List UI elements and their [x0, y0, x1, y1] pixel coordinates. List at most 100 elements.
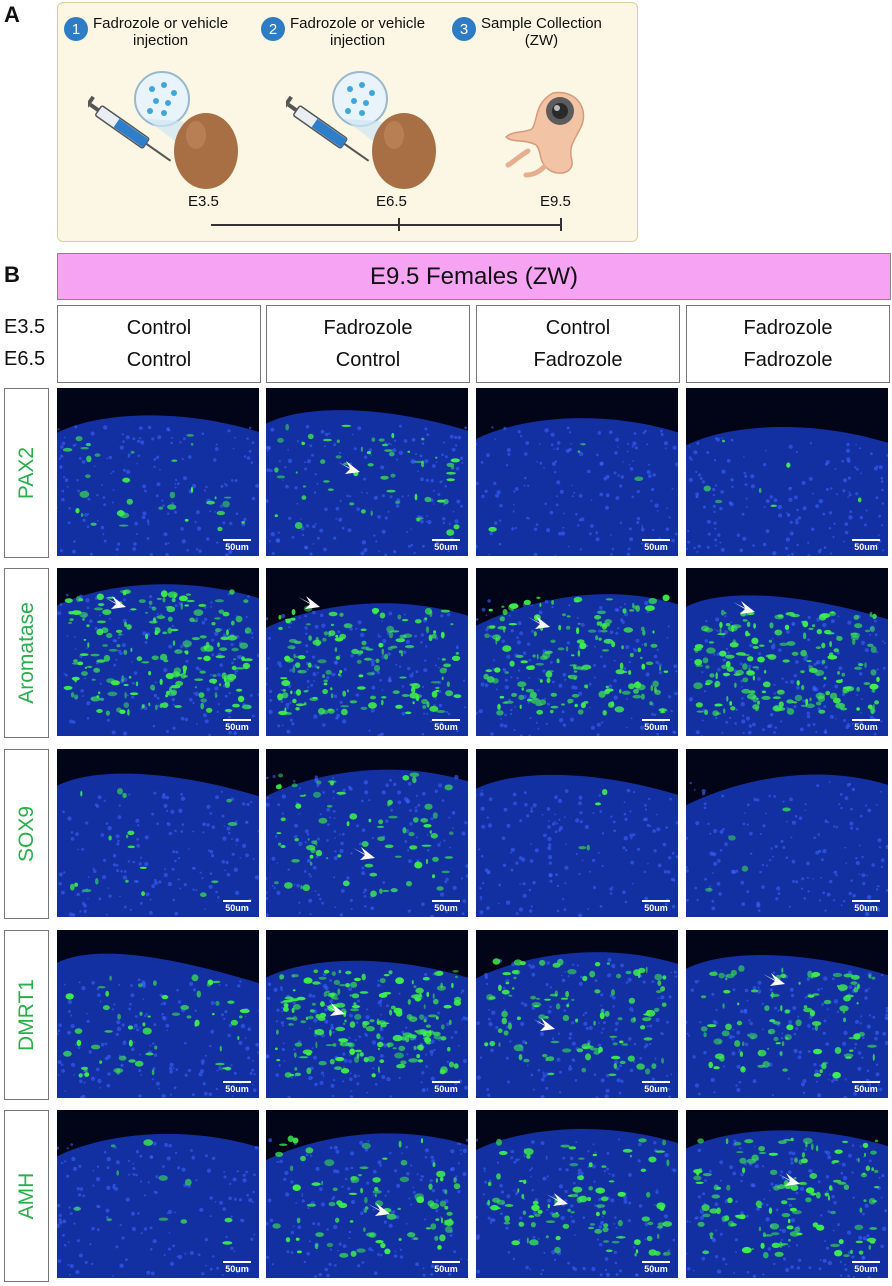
signal-dot [308, 635, 312, 641]
nucleus-dot [115, 1245, 119, 1249]
nucleus-dot [349, 1077, 353, 1081]
nucleus-dot [806, 977, 811, 981]
nucleus-dot [449, 1234, 453, 1238]
nucleus-dot [829, 511, 833, 515]
micrograph-panel: 50um [686, 1110, 888, 1278]
signal-dot [736, 1020, 743, 1026]
nucleus-dot [140, 1232, 143, 1235]
nucleus-dot [457, 1190, 461, 1194]
signal-dot [81, 1066, 89, 1070]
signal-dot [409, 683, 418, 687]
nucleus-dot [623, 603, 626, 605]
signal-dot [764, 1005, 770, 1011]
nucleus-dot [439, 480, 443, 484]
nucleus-dot [613, 1250, 618, 1255]
nucleus-dot [846, 723, 851, 728]
signal-dot [703, 1032, 707, 1038]
nucleus-dot [488, 1008, 491, 1011]
signal-dot [328, 611, 338, 617]
signal-dot [346, 689, 350, 693]
nucleus-dot [610, 553, 613, 556]
signal-dot [755, 706, 759, 712]
nucleus-dot [533, 552, 538, 556]
nucleus-dot [749, 1021, 753, 1026]
signal-dot [96, 620, 107, 624]
nucleus-dot [419, 454, 423, 458]
nucleus-dot [407, 494, 410, 497]
signal-dot [605, 688, 614, 692]
nucleus-dot [162, 1016, 165, 1019]
signal-dot [200, 892, 207, 897]
signal-dot [608, 701, 615, 708]
signal-dot [113, 1068, 124, 1073]
nucleus-dot [803, 897, 806, 900]
signal-dot [283, 1003, 289, 1008]
signal-dot [354, 1056, 360, 1063]
nucleus-dot [785, 629, 790, 634]
nucleus-dot [68, 1010, 71, 1013]
nucleus-dot [146, 537, 150, 540]
signal-dot [430, 681, 440, 684]
nucleus-dot [609, 630, 614, 634]
signal-dot [601, 1165, 607, 1168]
signal-dot [402, 827, 407, 834]
nucleus-dot [100, 833, 105, 837]
signal-dot [384, 1248, 391, 1255]
nucleus-dot [430, 479, 434, 483]
nucleus-dot [228, 731, 232, 735]
signal-dot [502, 609, 508, 616]
signal-dot [823, 676, 827, 680]
nucleus-dot [524, 476, 527, 480]
signal-dot [151, 606, 157, 611]
signal-dot [436, 710, 446, 713]
nucleus-dot [328, 816, 331, 819]
signal-dot [530, 697, 541, 704]
signal-dot [769, 622, 774, 629]
signal-dot [217, 642, 220, 648]
signal-dot [560, 997, 569, 1000]
signal-dot [439, 1176, 444, 1182]
nucleus-dot [713, 861, 718, 866]
signal-dot [600, 629, 608, 633]
nucleus-dot [441, 799, 445, 802]
nucleus-dot [368, 729, 371, 732]
signal-dot [843, 1017, 847, 1023]
nucleus-dot [527, 484, 530, 487]
nucleus-dot [605, 1088, 610, 1093]
nucleus-dot [426, 712, 429, 715]
micrograph-panel: 50um [686, 388, 888, 556]
nucleus-dot [480, 854, 484, 858]
nucleus-dot [249, 1071, 253, 1075]
signal-dot [313, 791, 321, 798]
signal-dot [128, 675, 132, 679]
nucleus-dot [409, 809, 412, 812]
signal-dot [695, 702, 703, 708]
nucleus-dot [88, 1050, 92, 1054]
signal-dot [93, 607, 104, 611]
nucleus-dot [735, 1084, 738, 1087]
nucleus-dot [136, 1149, 139, 1152]
nucleus-dot [460, 877, 463, 880]
nucleus-dot [595, 537, 600, 542]
nucleus-dot [688, 456, 692, 459]
nucleus-dot [326, 839, 329, 842]
signal-dot [315, 849, 323, 857]
nucleus-dot [251, 1201, 254, 1203]
nucleus-dot [554, 820, 556, 823]
signal-dot [726, 695, 729, 702]
signal-dot [158, 506, 164, 510]
nucleus-dot [525, 441, 530, 445]
nucleus-dot [71, 1062, 76, 1067]
nucleus-dot [878, 1087, 883, 1092]
nucleus-dot [199, 1207, 204, 1212]
signal-dot [280, 817, 286, 822]
signal-dot [617, 1219, 623, 1227]
nucleus-dot [361, 491, 363, 494]
nucleus-dot [143, 706, 148, 711]
signal-dot [525, 1041, 528, 1045]
nucleus-dot [756, 1207, 760, 1211]
signal-dot [306, 623, 311, 626]
signal-dot [589, 1223, 596, 1226]
signal-dot [294, 1067, 298, 1071]
signal-dot [759, 644, 765, 647]
